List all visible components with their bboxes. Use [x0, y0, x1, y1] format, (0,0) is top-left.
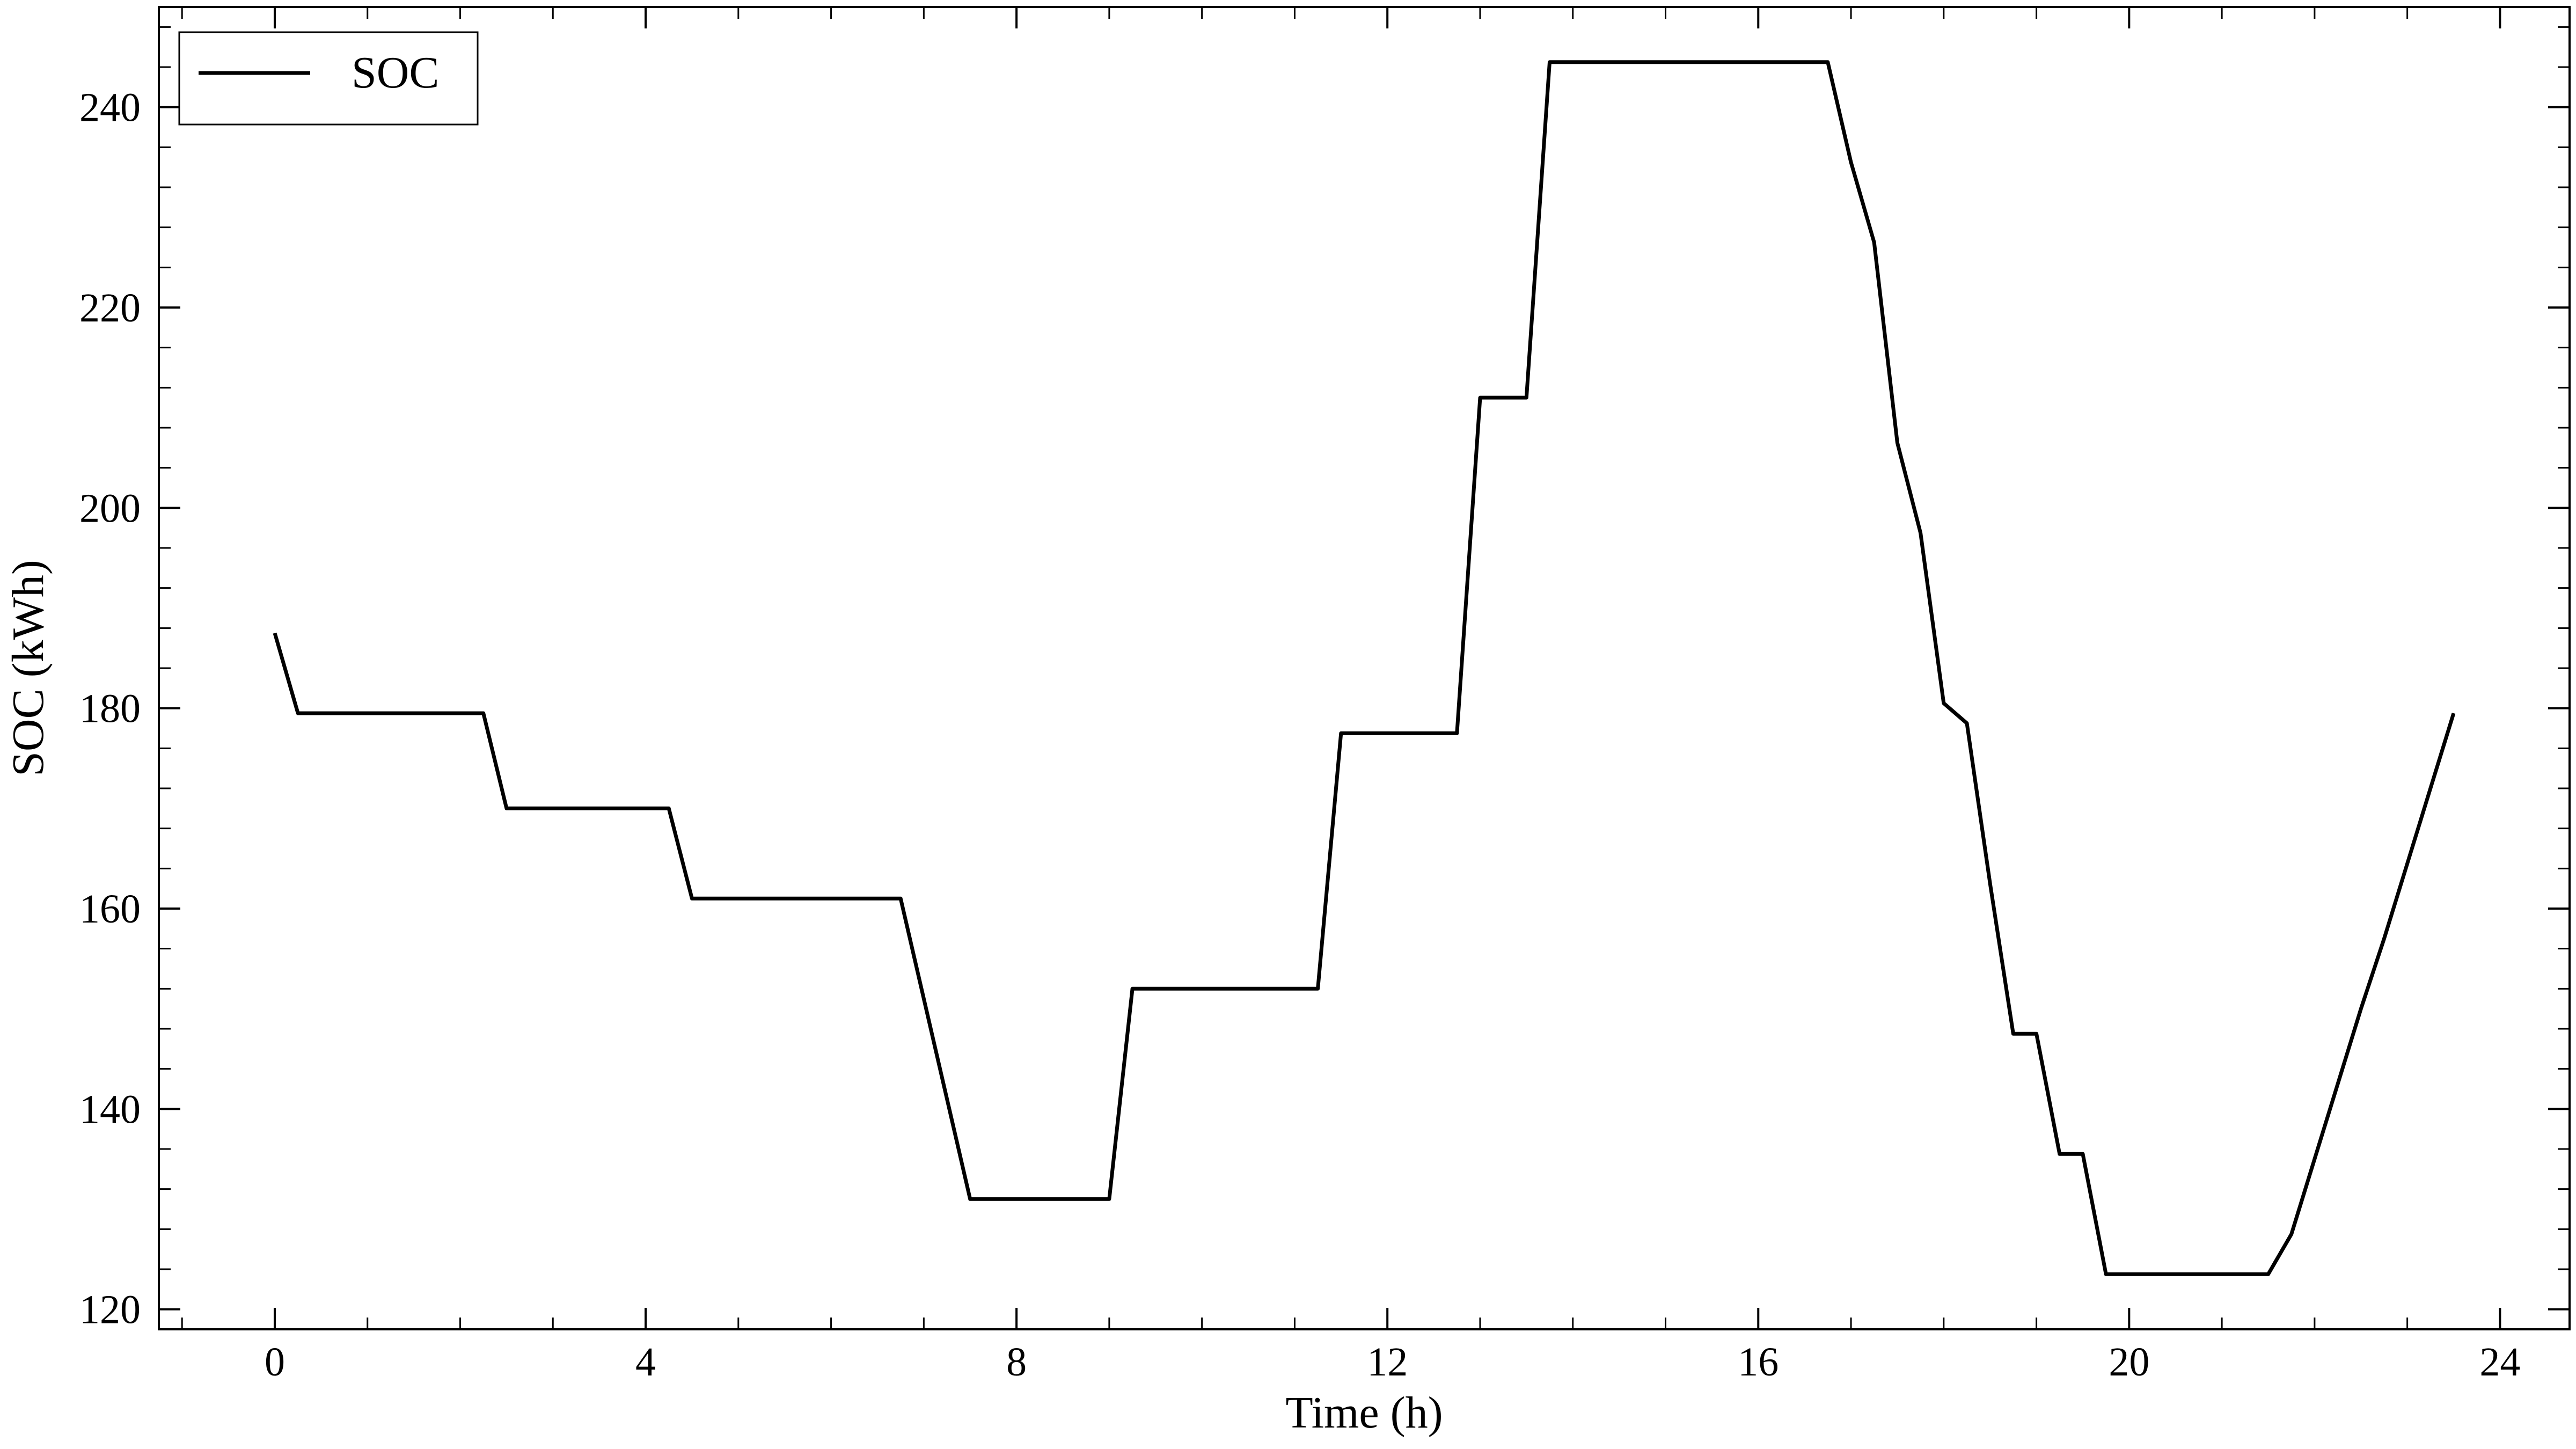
legend-box — [178, 31, 479, 126]
x-tick-label: 12 — [1367, 1340, 1408, 1385]
x-tick-label: 4 — [635, 1340, 656, 1385]
y-tick-label: 160 — [79, 887, 141, 932]
legend: SOC — [178, 31, 479, 126]
x-tick-label: 20 — [2109, 1340, 2149, 1385]
x-tick-label: 0 — [265, 1340, 285, 1385]
ticks-layer — [159, 7, 2570, 1329]
y-axis-label: SOC (kWh) — [3, 560, 53, 777]
plot-frame — [158, 6, 2571, 1330]
x-tick-label: 16 — [1738, 1340, 1779, 1385]
x-axis-label: Time (h) — [1285, 1388, 1443, 1438]
y-tick-label: 120 — [79, 1287, 141, 1333]
x-tick-label: 8 — [1006, 1340, 1027, 1385]
y-tick-labels: 120 140 160 180 200 220 240 — [79, 85, 141, 1333]
y-tick-label: 140 — [79, 1087, 141, 1132]
y-tick-label: 220 — [79, 286, 141, 331]
series-layer — [273, 60, 2456, 1276]
legend-label-soc: SOC — [352, 48, 439, 98]
x-tick-labels: 0 4 8 12 16 20 24 — [265, 1340, 2520, 1385]
series-line-soc — [273, 60, 2456, 1276]
y-tick-label: 200 — [79, 486, 141, 531]
y-tick-label: 240 — [79, 85, 141, 130]
x-tick-label: 24 — [2479, 1340, 2520, 1385]
y-tick-label: 180 — [79, 686, 141, 731]
